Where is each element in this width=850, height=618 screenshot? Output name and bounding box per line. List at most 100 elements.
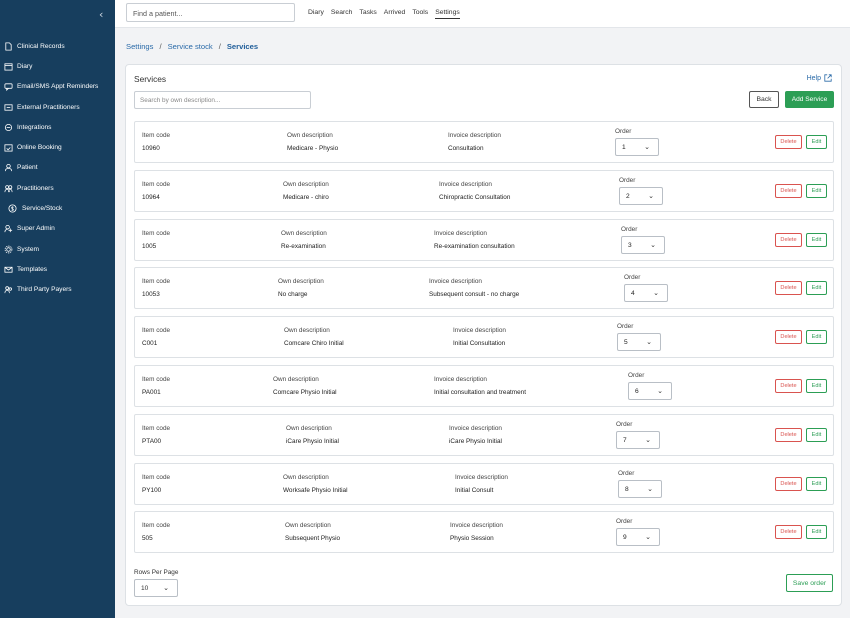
patient-search-input[interactable]: Find a patient... (126, 3, 295, 22)
sidebar-item-label: Patient (17, 164, 38, 172)
sidebar-item-service-stock[interactable]: Service/Stock (0, 198, 115, 218)
page-title: Services (134, 74, 167, 84)
file-icon (4, 42, 13, 51)
top-menu-tools[interactable]: Tools (412, 9, 429, 16)
sidebar-item-super-admin[interactable]: Super Admin (0, 219, 115, 239)
invoice-description-value: iCare Physio Initial (449, 437, 502, 445)
delete-button[interactable]: Delete (775, 330, 802, 345)
envelope-icon (4, 265, 13, 273)
order-value: 5 (624, 339, 628, 347)
invoice-description-value: Initial consultation and treatment (434, 388, 527, 396)
own-description-value: Comcare Chiro Initial (284, 340, 344, 348)
order-select[interactable]: 6 ⌄ (628, 381, 672, 400)
service-row: Item code PA001 Own description Comcare Phy… (134, 364, 834, 407)
breadcrumb-service-stock[interactable]: Service stock (167, 42, 213, 51)
top-menu-settings[interactable]: Settings (435, 9, 460, 19)
sidebar-item-diary[interactable]: Diary (0, 56, 115, 76)
sidebar-item-external-practitioners[interactable]: External Practitioners (0, 97, 115, 117)
external-icon (4, 103, 13, 111)
service-row: Item code C001 Own description Comcare Chir… (134, 316, 834, 359)
save-order-button[interactable]: Save order (786, 574, 833, 592)
breadcrumb-current: Services (226, 42, 259, 51)
item-code-label: Item code (142, 473, 171, 481)
order-value: 4 (631, 290, 635, 298)
chevron-down-icon: ⌄ (657, 386, 663, 395)
item-code-label: Item code (142, 180, 171, 188)
chevron-left-icon[interactable]: ‹ (99, 8, 104, 21)
admin-icon (4, 225, 13, 233)
edit-button[interactable]: Edit (806, 232, 827, 247)
description-search-input[interactable]: Search by own description... (134, 91, 311, 109)
order-select[interactable]: 2 ⌄ (619, 186, 663, 205)
sidebar-item-online-booking[interactable]: Online Booking (0, 137, 115, 157)
invoice-description-value: Subsequent consult - no charge (429, 291, 520, 299)
sidebar-item-label: Diary (17, 62, 33, 70)
own-description-value: Medicare - Physio (287, 145, 339, 152)
sidebar-item-label: Integrations (17, 123, 52, 131)
delete-button[interactable]: Delete (775, 427, 802, 442)
top-menu-search[interactable]: Search (330, 9, 353, 16)
order-label: Order (617, 323, 634, 331)
edit-button[interactable]: Edit (806, 135, 827, 149)
order-select[interactable]: 9 ⌄ (616, 528, 660, 547)
help-link[interactable]: Help (807, 74, 832, 82)
edit-button[interactable]: Edit (806, 427, 827, 442)
delete-button[interactable]: Delete (775, 378, 802, 393)
delete-button[interactable]: Delete (775, 232, 802, 247)
order-select[interactable]: 1 ⌄ (615, 138, 659, 156)
sidebar-item-email-sms-appt-reminders[interactable]: Email/SMS Appt Reminders (0, 77, 115, 97)
back-button[interactable]: Back (749, 91, 779, 108)
edit-button[interactable]: Edit (806, 525, 827, 540)
item-code-value: 10960 (142, 145, 160, 152)
delete-button[interactable]: Delete (775, 525, 802, 540)
top-menu-arrived[interactable]: Arrived (383, 9, 406, 16)
sidebar-nav: Clinical Records Diary Email/SMS Appt Remi… (0, 36, 115, 300)
item-code-label: Item code (142, 229, 171, 237)
edit-button[interactable]: Edit (806, 281, 827, 296)
breadcrumb: Settings / Service stock / Services (126, 42, 258, 51)
order-value: 3 (628, 241, 632, 249)
breadcrumb-settings[interactable]: Settings (126, 42, 154, 51)
order-select[interactable]: 3 ⌄ (621, 235, 665, 254)
delete-button[interactable]: Delete (775, 281, 802, 296)
edit-button[interactable]: Edit (806, 378, 827, 393)
order-select[interactable]: 5 ⌄ (617, 333, 661, 352)
top-menu-tasks[interactable]: Tasks (359, 9, 377, 16)
chevron-down-icon: ⌄ (645, 533, 651, 542)
sidebar-item-practitioners[interactable]: Practitioners (0, 178, 115, 198)
sidebar-item-label: Super Admin (17, 225, 55, 233)
item-code-value: 10964 (142, 193, 160, 201)
order-select[interactable]: 8 ⌄ (618, 479, 662, 498)
sidebar-item-templates[interactable]: Templates (0, 259, 115, 279)
chevron-down-icon: ⌄ (163, 584, 169, 592)
invoice-description-value: Re-examination consultation (434, 242, 515, 250)
sidebar-item-patient[interactable]: Patient (0, 158, 115, 178)
edit-button[interactable]: Edit (806, 330, 827, 345)
order-value: 6 (635, 387, 639, 395)
order-label: Order (621, 225, 638, 233)
own-description-label: Own description (287, 132, 333, 139)
edit-button[interactable]: Edit (806, 476, 827, 491)
invoice-description-value: Chiropractic Consultation (439, 193, 511, 201)
delete-button[interactable]: Delete (775, 183, 802, 198)
top-menu-diary[interactable]: Diary (308, 9, 324, 16)
service-row: Item code 10053 Own description No charge In… (134, 267, 834, 310)
edit-button[interactable]: Edit (806, 183, 827, 198)
order-select[interactable]: 7 ⌄ (616, 430, 660, 449)
rows-per-page-select[interactable]: 10 ⌄ (134, 579, 178, 597)
sidebar-item-third-party-payers[interactable]: Third Party Payers (0, 280, 115, 300)
add-service-button[interactable]: Add Service (785, 91, 834, 108)
services-card: Services Help Search by own description.… (125, 64, 842, 606)
item-code-value: 505 (142, 535, 153, 543)
sidebar-item-clinical-records[interactable]: Clinical Records (0, 36, 115, 56)
delete-button[interactable]: Delete (775, 135, 802, 149)
invoice-description-label: Invoice description (449, 424, 502, 432)
sidebar-item-label: System (17, 245, 39, 253)
delete-button[interactable]: Delete (775, 476, 802, 491)
rows-per-page-value: 10 (141, 585, 149, 592)
item-code-value: 1005 (142, 242, 157, 250)
invoice-description-label: Invoice description (450, 522, 503, 530)
sidebar-item-integrations[interactable]: Integrations (0, 117, 115, 137)
sidebar-item-system[interactable]: System (0, 239, 115, 259)
order-select[interactable]: 4 ⌄ (624, 284, 668, 303)
